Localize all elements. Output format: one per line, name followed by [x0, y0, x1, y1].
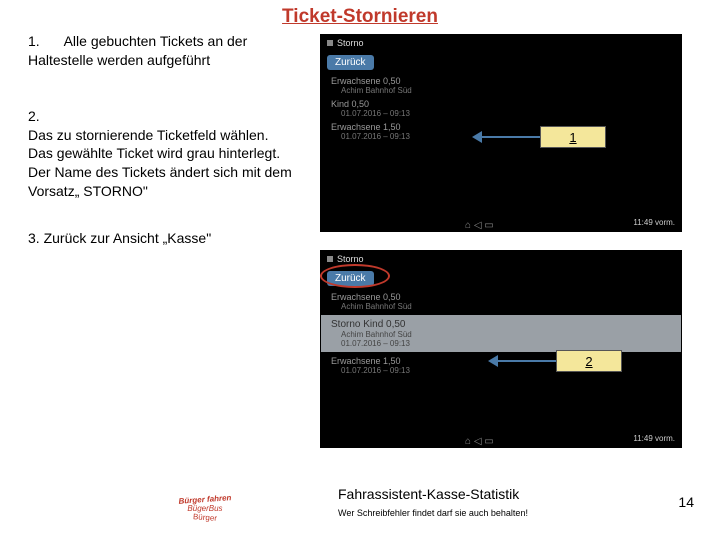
logo-bot-text: Bürger: [170, 511, 240, 525]
ticket-label: Erwachsene 0,50: [331, 76, 671, 86]
phone1-header: Storno: [321, 35, 681, 51]
phone1-title: Storno: [337, 38, 364, 48]
step-2-num: 2.: [28, 108, 40, 124]
right-column: Storno Zurück Erwachsene 0,50 Achim Bahn…: [320, 32, 700, 448]
highlight-ellipse: [320, 264, 390, 288]
phone2-footer: ⌂ ◁ ▭ 11:49 vorm.: [321, 429, 681, 447]
ticket-sub: 01.07.2016 – 09:13: [331, 109, 671, 118]
menu-icon: [327, 256, 333, 262]
ticket-sub: 01.07.2016 – 09:13: [331, 339, 671, 348]
phone-time: 11:49 vorm.: [633, 218, 675, 227]
left-column: 1. Alle gebuchten Tickets an der Haltest…: [0, 32, 320, 448]
phone2-header: Storno: [321, 251, 681, 267]
callout-2-box: 2: [556, 350, 622, 372]
ticket-storno-label: Storno Kind 0,50: [331, 319, 671, 330]
phone-time: 11:49 vorm.: [633, 434, 675, 443]
callout-1: 1: [480, 126, 606, 148]
ticket-sub: Achim Bahnhof Süd: [331, 86, 671, 95]
footer-title: Fahrassistent-Kasse-Statistik: [338, 486, 519, 502]
nav-icons: ⌂ ◁ ▭: [465, 436, 494, 447]
callout-1-box: 1: [540, 126, 606, 148]
ticket-row[interactable]: Erwachsene 0,50 Achim Bahnhof Süd: [321, 290, 681, 313]
ticket-label: Kind 0,50: [331, 99, 671, 109]
ticket-row[interactable]: Erwachsene 0,50 Achim Bahnhof Süd: [321, 74, 681, 97]
nav-icons: ⌂ ◁ ▭: [465, 220, 494, 231]
phone2-title: Storno: [337, 254, 364, 264]
callout-2: 2: [496, 350, 622, 372]
slide-title: Ticket-Stornieren: [0, 0, 720, 32]
step-3: 3. Zurück zur Ansicht „Kasse": [28, 229, 312, 248]
ticket-label: Erwachsene 0,50: [331, 292, 671, 302]
step-1-num: 1.: [28, 33, 40, 49]
ticket-row-selected[interactable]: Storno Kind 0,50 Achim Bahnhof Süd 01.07…: [321, 315, 681, 352]
step-2-text: Das zu stornierende Ticketfeld wählen. D…: [28, 127, 292, 200]
step-1-text: Alle gebuchten Tickets an der Haltestell…: [28, 33, 247, 68]
page-number: 14: [678, 494, 694, 510]
ticket-sub: Achim Bahnhof Süd: [331, 302, 671, 311]
content-row: 1. Alle gebuchten Tickets an der Haltest…: [0, 32, 720, 448]
step-2: 2. Das zu stornierende Ticketfeld wählen…: [28, 88, 312, 201]
step-3-text: Zurück zur Ansicht „Kasse": [44, 230, 212, 246]
footer-logo: Bürger fahren BügerBus Bürger: [170, 495, 240, 522]
footer-subtitle: Wer Schreibfehler findet darf sie auch b…: [338, 508, 528, 518]
arrow-icon: [496, 360, 556, 362]
ticket-sub: Achim Bahnhof Süd: [331, 330, 671, 339]
step-1: 1. Alle gebuchten Tickets an der Haltest…: [28, 32, 312, 70]
menu-icon: [327, 40, 333, 46]
back-button-1[interactable]: Zurück: [327, 55, 374, 70]
arrow-icon: [480, 136, 540, 138]
ticket-row[interactable]: Kind 0,50 01.07.2016 – 09:13: [321, 97, 681, 120]
phone1-footer: ⌂ ◁ ▭ 11:49 vorm.: [321, 213, 681, 231]
step-3-num: 3.: [28, 230, 40, 246]
